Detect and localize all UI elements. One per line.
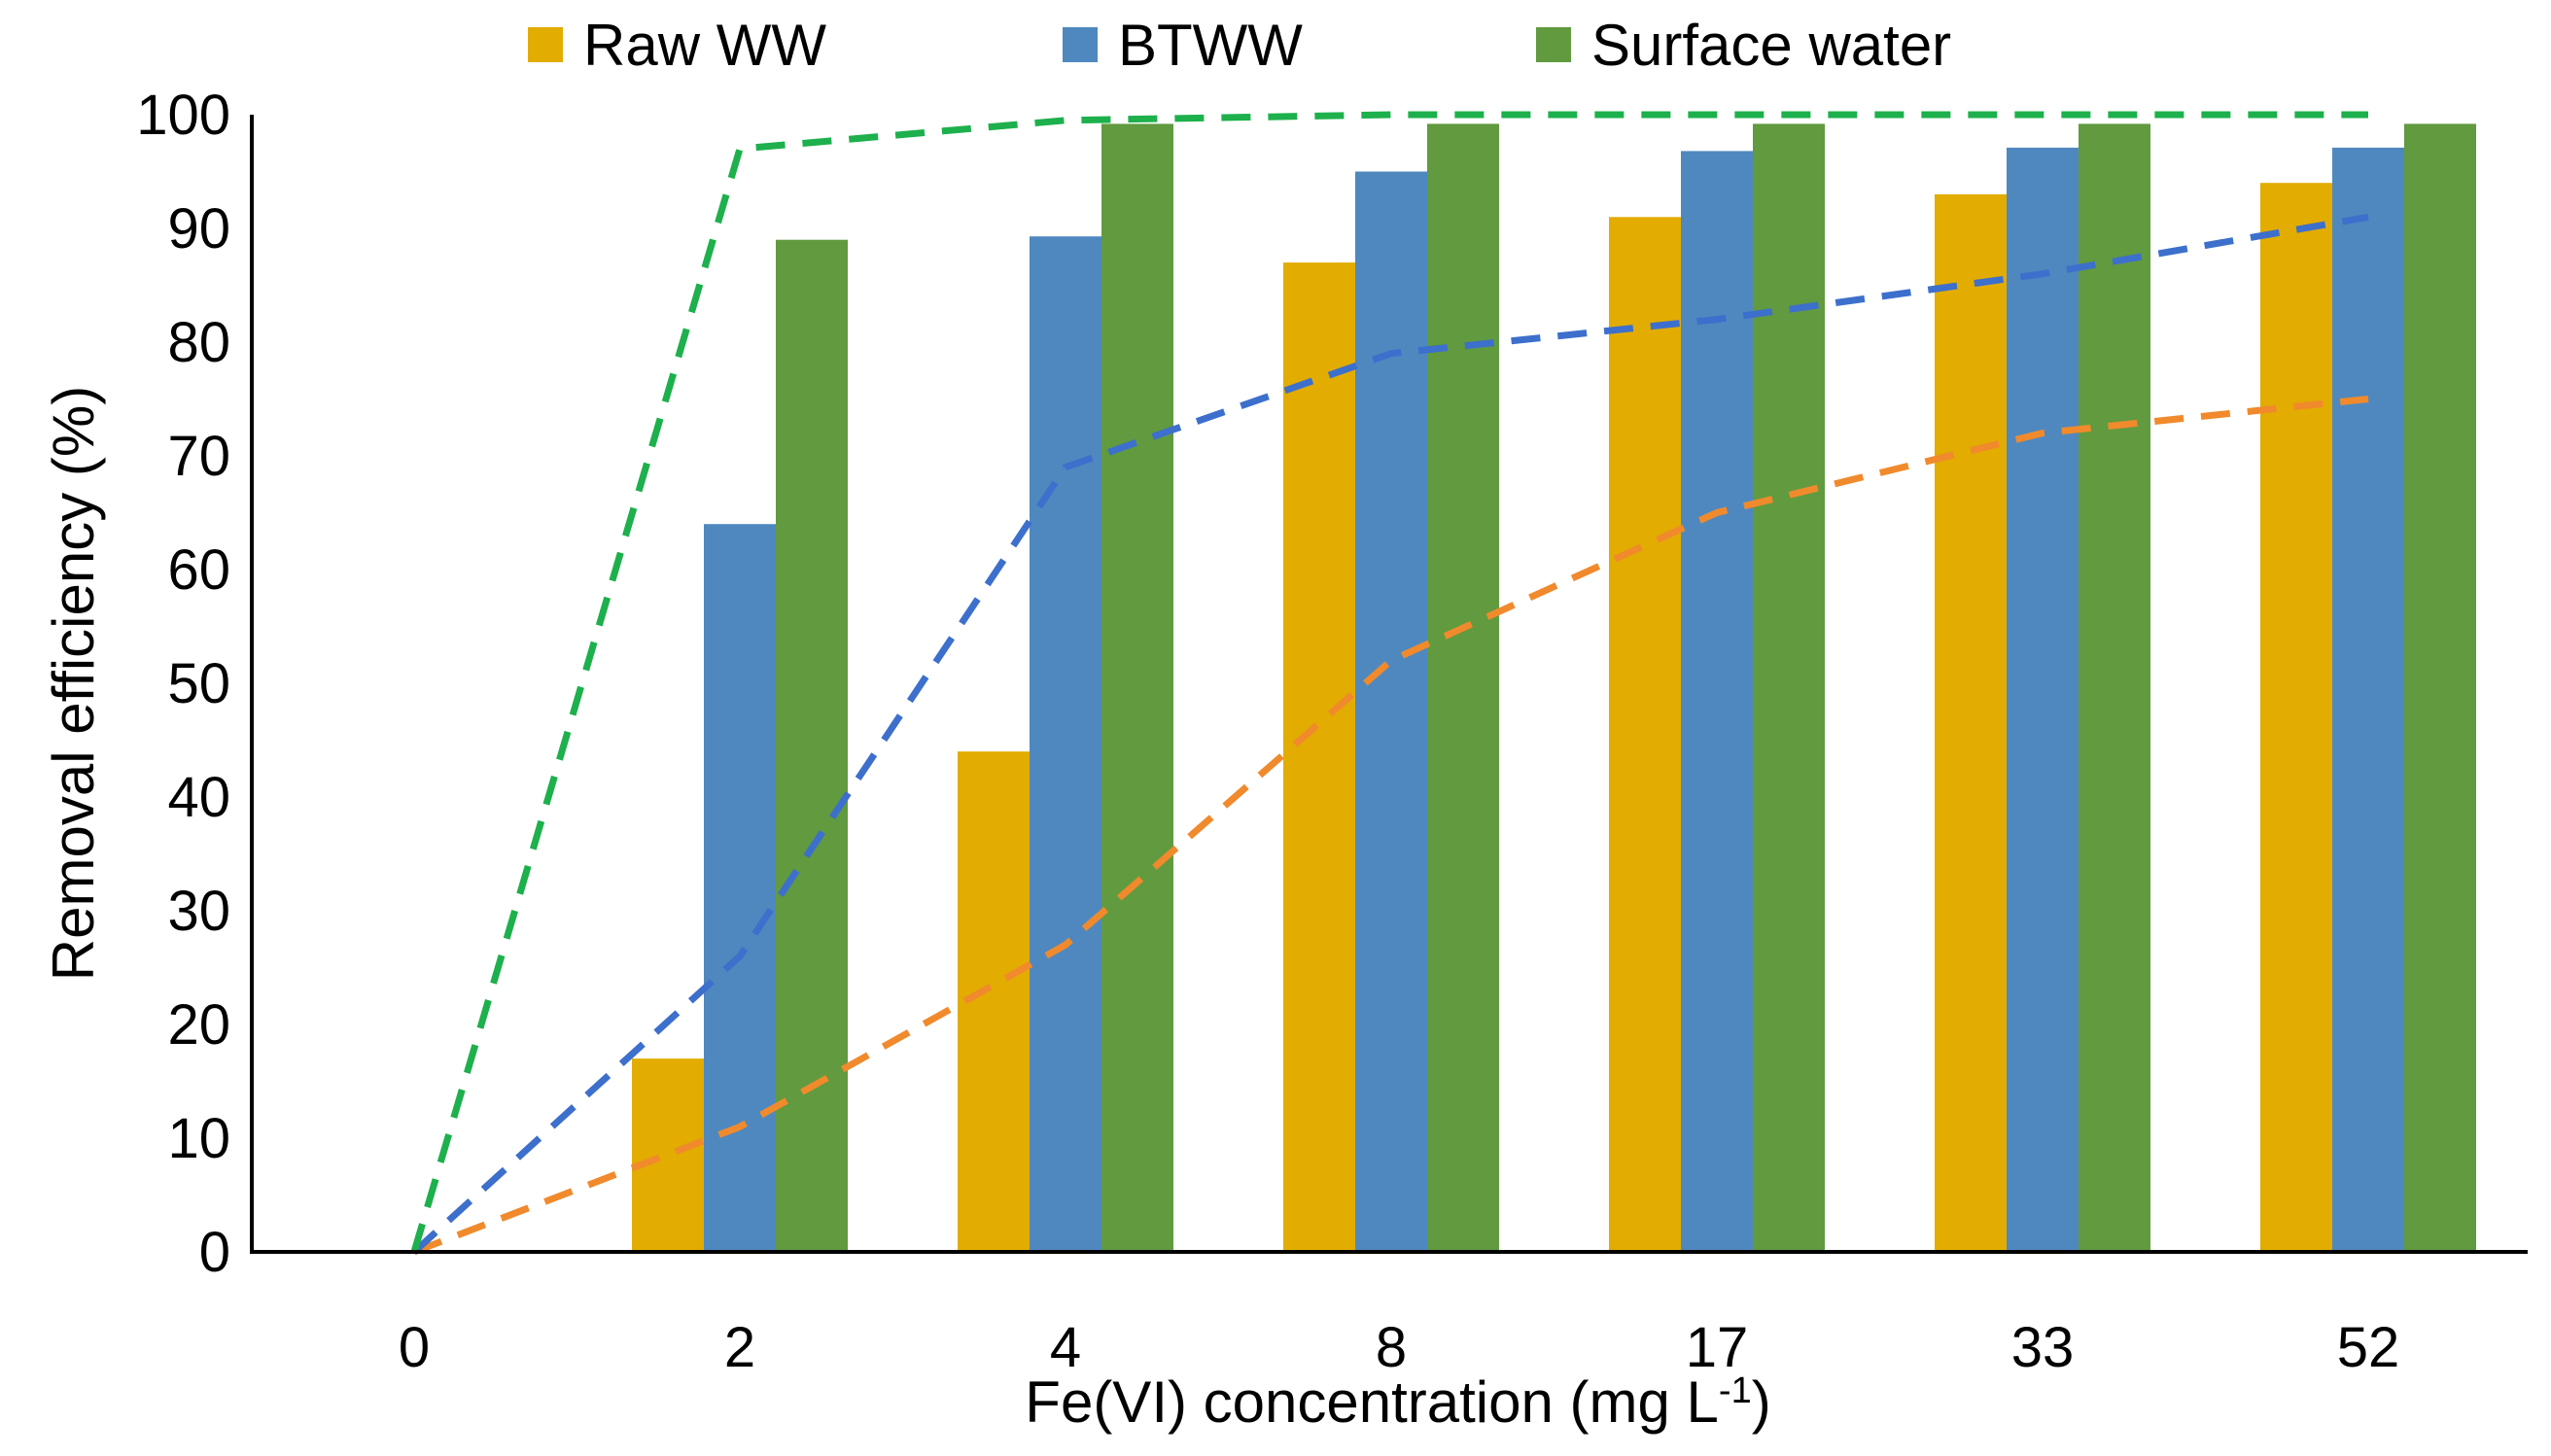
x-tick-label-2: 2	[724, 1316, 755, 1379]
bar-btww-33	[2007, 147, 2079, 1252]
y-tick-labels: 0 10 20 30 40 50 60 70 80 90 100	[136, 84, 230, 1284]
trend-line-btww	[411, 213, 2369, 1255]
x-tick-label-4: 4	[1050, 1316, 1081, 1379]
bar-raw-ww-33	[1935, 193, 2007, 1252]
x-tick-label-33: 33	[2011, 1316, 2075, 1379]
bar-raw-ww-52	[2260, 183, 2332, 1253]
legend: Raw WW BTWW Surface water	[528, 13, 1951, 78]
trend-line-group	[410, 111, 2369, 1256]
bar-btww-8	[1355, 171, 1427, 1252]
bar-surface-water-17	[1753, 123, 1825, 1252]
x-tick-label-8: 8	[1376, 1316, 1407, 1379]
axes	[250, 115, 2528, 1254]
legend-label-btww: BTWW	[1118, 13, 1303, 78]
bar-raw-ww-17	[1609, 217, 1681, 1252]
legend-swatch-raw-ww	[528, 27, 563, 62]
y-tick-label-50: 50	[167, 652, 230, 715]
y-tick-label-0: 0	[199, 1221, 230, 1284]
y-tick-label-100: 100	[136, 84, 230, 147]
bar-btww-4	[1030, 236, 1101, 1253]
y-tick-label-10: 10	[167, 1107, 230, 1170]
legend-label-raw-ww: Raw WW	[583, 13, 826, 78]
y-tick-label-60: 60	[167, 538, 230, 602]
trend-line-raw-ww	[412, 396, 2369, 1256]
y-axis-title: Removal efficiency (%)	[41, 386, 106, 981]
x-tick-label-0: 0	[399, 1316, 430, 1379]
y-tick-label-90: 90	[167, 197, 230, 260]
x-axis-title-main: Fe(VI) concentration (mg L	[1025, 1369, 1719, 1435]
y-tick-label-20: 20	[167, 993, 230, 1057]
x-tick-label-52: 52	[2337, 1316, 2400, 1379]
bar-surface-water-8	[1427, 123, 1499, 1252]
bar-raw-ww-8	[1283, 262, 1355, 1253]
y-tick-label-70: 70	[167, 425, 230, 488]
legend-label-surface-water: Surface water	[1591, 13, 1951, 78]
y-tick-label-30: 30	[167, 880, 230, 943]
x-tick-labels: 0 2 4 8 17 33 52	[399, 1316, 2399, 1379]
bar-btww-52	[2332, 147, 2404, 1252]
bar-btww-17	[1681, 151, 1753, 1252]
bar-group	[632, 123, 2476, 1253]
x-axis-title: Fe(VI) concentration (mg L-1)	[1025, 1369, 1770, 1435]
legend-swatch-btww	[1063, 27, 1098, 62]
bar-surface-water-33	[2079, 123, 2150, 1252]
y-tick-label-80: 80	[167, 311, 230, 374]
x-axis-title-suffix: )	[1752, 1369, 1771, 1435]
bar-surface-water-2	[776, 239, 848, 1253]
legend-swatch-surface-water	[1536, 27, 1571, 62]
y-tick-label-40: 40	[167, 766, 230, 829]
bar-btww-2	[704, 524, 776, 1252]
bar-surface-water-52	[2404, 123, 2476, 1252]
x-axis-title-superscript: -1	[1719, 1370, 1752, 1411]
bar-surface-water-4	[1101, 123, 1173, 1252]
trend-line-surface-water	[410, 111, 2368, 1253]
x-tick-label-17: 17	[1686, 1316, 1749, 1379]
bar-raw-ww-2	[632, 1058, 704, 1252]
